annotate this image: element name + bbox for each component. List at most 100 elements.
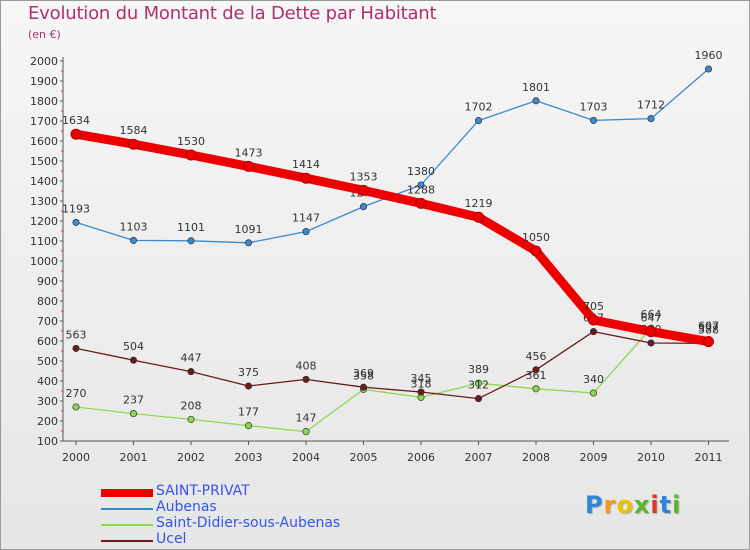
data-point xyxy=(243,160,254,172)
data-point xyxy=(417,181,425,189)
y-tick-label: 1300 xyxy=(30,195,58,208)
data-point xyxy=(474,117,483,125)
data-point xyxy=(70,128,82,140)
logo-letter: i xyxy=(672,491,682,519)
data-label: 408 xyxy=(296,359,317,372)
data-point xyxy=(187,415,195,423)
data-label: 369 xyxy=(353,367,374,380)
data-label: 1147 xyxy=(292,212,320,225)
data-label: 588 xyxy=(698,323,719,336)
data-point xyxy=(185,149,197,161)
y-tick-label: 400 xyxy=(37,375,58,388)
x-tick-label: 2011 xyxy=(695,451,723,464)
logo-letter: r xyxy=(603,491,617,519)
data-point xyxy=(129,356,138,364)
y-tick-label: 800 xyxy=(37,295,58,308)
data-label: 1219 xyxy=(465,197,493,210)
data-label: 270 xyxy=(66,387,87,400)
y-tick-label: 1700 xyxy=(30,115,58,128)
data-label: 705 xyxy=(583,300,604,313)
data-label: 447 xyxy=(181,352,202,365)
data-label: 1414 xyxy=(292,158,320,171)
data-point xyxy=(415,197,427,209)
data-point xyxy=(532,385,540,393)
data-point xyxy=(474,395,483,403)
x-tick-label: 2001 xyxy=(120,451,148,464)
logo-letter: t xyxy=(659,491,673,519)
y-tick-label: 600 xyxy=(37,335,58,348)
data-point xyxy=(72,218,80,226)
legend-swatch xyxy=(101,540,153,542)
data-point xyxy=(358,184,369,196)
y-tick-label: 900 xyxy=(37,275,58,288)
y-tick-label: 1400 xyxy=(30,175,58,188)
y-tick-label: 1100 xyxy=(30,235,58,248)
x-tick-label: 2007 xyxy=(465,451,493,464)
x-tick-label: 2003 xyxy=(235,451,263,464)
data-point xyxy=(647,339,655,347)
data-label: 1702 xyxy=(465,101,493,114)
logo-letter: o xyxy=(616,491,634,519)
data-label: 1103 xyxy=(120,220,148,233)
data-point xyxy=(589,389,598,397)
data-label: 597 xyxy=(698,322,719,335)
data-label: 1960 xyxy=(695,49,723,62)
data-label: 563 xyxy=(66,328,87,341)
data-label: 318 xyxy=(411,377,432,390)
y-tick-label: 200 xyxy=(37,415,58,428)
data-label: 607 xyxy=(698,320,719,333)
x-tick-label: 2000 xyxy=(62,451,90,464)
data-point xyxy=(417,388,425,396)
data-label: 1530 xyxy=(177,135,205,148)
data-label: 1193 xyxy=(62,202,90,215)
legend-swatch xyxy=(101,524,153,526)
data-point xyxy=(129,410,138,418)
data-point xyxy=(302,375,310,383)
legend-label: Ucel xyxy=(156,531,187,547)
data-label: 1712 xyxy=(637,99,665,112)
data-point xyxy=(244,239,253,247)
data-point xyxy=(589,328,598,336)
data-point xyxy=(302,428,310,436)
x-tick-label: 2005 xyxy=(350,451,378,464)
data-label: 1584 xyxy=(120,124,148,137)
data-point xyxy=(187,237,195,245)
data-label: 1801 xyxy=(522,81,550,94)
data-point xyxy=(645,326,657,338)
legend-label: Aubenas xyxy=(156,499,217,515)
y-tick-label: 700 xyxy=(37,315,58,328)
data-label: 664 xyxy=(641,308,662,321)
logo-letter: x xyxy=(633,491,651,519)
series-line xyxy=(71,129,713,347)
data-label: 345 xyxy=(411,372,432,385)
x-tick-label: 2002 xyxy=(177,451,205,464)
data-point xyxy=(359,383,368,391)
y-tick-label: 300 xyxy=(37,395,58,408)
legend-swatch xyxy=(101,489,153,497)
y-tick-label: 1500 xyxy=(30,155,58,168)
legend-swatch xyxy=(101,508,153,510)
y-tick-label: 2000 xyxy=(30,55,58,68)
x-tick-label: 2006 xyxy=(407,451,435,464)
data-point xyxy=(703,336,714,348)
x-tick-label: 2009 xyxy=(580,451,608,464)
logo-letter: P xyxy=(585,491,604,519)
x-tick-label: 2010 xyxy=(637,451,665,464)
data-label: 1288 xyxy=(407,183,435,196)
chart-title: Evolution du Montant de la Dette par Hab… xyxy=(28,3,437,24)
unit-label: (en €) xyxy=(28,28,61,41)
series-line xyxy=(75,330,710,400)
data-label: 237 xyxy=(123,394,144,407)
data-point xyxy=(128,138,139,150)
y-tick-label: 1000 xyxy=(30,255,58,268)
data-point xyxy=(72,403,80,411)
legend-label: SAINT-PRIVAT xyxy=(156,483,250,499)
data-point xyxy=(647,115,655,123)
data-label: 389 xyxy=(468,363,489,376)
y-tick-label: 1800 xyxy=(30,95,58,108)
data-label: 1634 xyxy=(62,114,90,127)
x-tick-label: 2004 xyxy=(292,451,320,464)
series-line xyxy=(75,68,710,244)
y-tick-label: 1900 xyxy=(30,75,58,88)
